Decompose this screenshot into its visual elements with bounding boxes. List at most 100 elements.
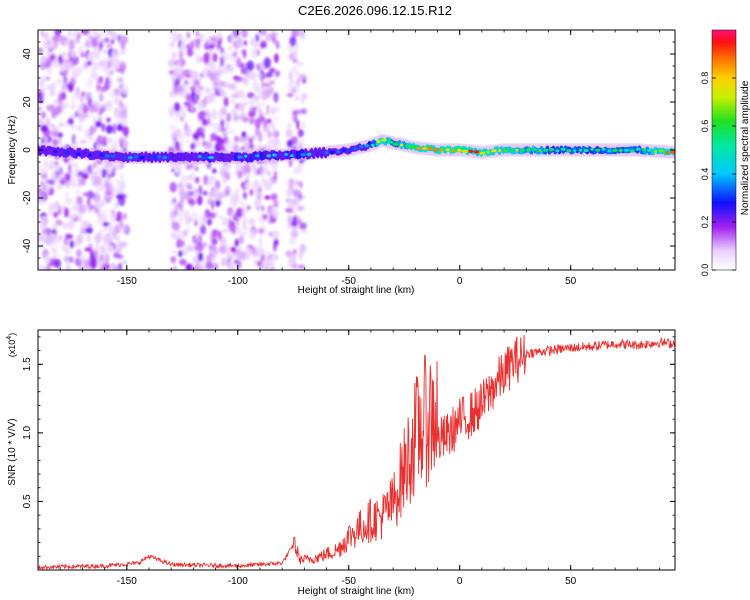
noise-speckle: [40, 56, 47, 65]
snr-x-label: Height of straight line (km): [298, 586, 415, 597]
noise-speckle: [196, 95, 200, 102]
noise-speckle: [178, 52, 184, 59]
noise-speckle: [294, 94, 299, 100]
noise-speckle: [197, 99, 203, 111]
x-tick-label: 0: [457, 276, 463, 287]
noise-speckle: [203, 241, 207, 248]
noise-speckle: [50, 123, 56, 130]
noise-speckle: [83, 111, 89, 119]
noise-speckle: [199, 224, 207, 235]
y-tick-label: -40: [22, 238, 33, 253]
noise-speckle: [97, 253, 101, 262]
colorbar: 0.0 0.2 0.4 0.6 0.8 Normalized spectral ampl…: [700, 29, 750, 276]
noise-speckle: [222, 132, 228, 138]
noise-speckle: [271, 31, 279, 38]
noise-speckle: [212, 52, 218, 63]
noise-speckle: [62, 101, 68, 109]
ridge-peak: [416, 146, 422, 150]
noise-speckle: [226, 112, 232, 122]
noise-speckle: [221, 49, 226, 57]
noise-speckle: [105, 43, 112, 49]
noise-speckle: [253, 83, 260, 93]
noise-speckle: [264, 195, 271, 200]
ridge-peak: [81, 151, 87, 155]
noise-speckle: [213, 91, 222, 97]
noise-speckle: [266, 104, 270, 115]
noise-speckle: [172, 221, 181, 231]
noise-speckle: [221, 228, 230, 233]
noise-speckle: [272, 242, 277, 252]
noise-speckle: [286, 92, 294, 98]
noise-speckle: [54, 161, 59, 166]
noise-speckle: [63, 207, 67, 218]
noise-speckle: [182, 85, 189, 96]
noise-speckle: [88, 112, 94, 119]
spectrogram-panel: -150 -100 -50 0 50 -40 -20 0 20 40 Height of str…: [7, 29, 676, 296]
noise-speckle: [291, 30, 299, 38]
noise-speckle: [99, 216, 108, 222]
noise-speckle: [82, 192, 91, 197]
noise-speckle: [50, 172, 56, 182]
noise-speckle: [41, 184, 47, 191]
noise-speckle: [191, 211, 199, 223]
ridge-peak: [451, 149, 456, 153]
noise-speckle: [260, 205, 265, 212]
spectrogram-noise: [38, 30, 308, 270]
noise-speckle: [95, 176, 103, 185]
ridge-peak: [300, 153, 307, 157]
noise-speckle: [99, 245, 103, 255]
noise-speckle: [48, 203, 55, 214]
noise-speckle: [116, 76, 120, 83]
noise-speckle: [265, 141, 271, 150]
noise-speckle: [52, 35, 59, 42]
noise-speckle: [257, 91, 266, 100]
noise-speckle: [68, 39, 75, 50]
noise-speckle: [197, 110, 206, 121]
noise-speckle: [120, 39, 126, 50]
noise-speckle: [123, 212, 127, 220]
noise-speckle: [285, 128, 293, 138]
noise-speckle: [220, 257, 227, 267]
ridge-peak: [353, 147, 358, 151]
noise-speckle: [296, 205, 305, 212]
noise-speckle: [258, 236, 263, 247]
noise-speckle: [120, 172, 124, 180]
noise-speckle: [97, 212, 101, 218]
noise-speckle: [174, 206, 178, 217]
noise-speckle: [67, 84, 74, 93]
noise-speckle: [250, 96, 258, 103]
noise-speckle: [302, 194, 306, 200]
ridge-peak: [573, 149, 577, 153]
snr-frame: [37, 329, 676, 571]
noise-speckle: [297, 139, 305, 148]
noise-speckle: [190, 101, 195, 112]
noise-speckle: [113, 252, 120, 259]
noise-speckle: [55, 165, 60, 172]
noise-speckle: [268, 67, 276, 74]
noise-speckle: [112, 232, 117, 240]
noise-speckle: [295, 70, 300, 77]
noise-speckle: [40, 124, 49, 133]
colorbar-tick-label: 0.6: [700, 120, 710, 133]
noise-speckle: [170, 212, 174, 219]
noise-speckle: [270, 194, 278, 201]
noise-speckle: [194, 166, 199, 171]
snr-line: [38, 335, 675, 570]
noise-speckle: [236, 209, 242, 218]
noise-speckle: [45, 57, 53, 69]
ridge-peak: [595, 148, 601, 152]
noise-speckle: [195, 30, 200, 37]
noise-speckle: [111, 32, 119, 41]
noise-speckle: [112, 123, 117, 135]
noise-speckle: [214, 69, 223, 75]
noise-speckle: [256, 252, 263, 258]
noise-speckle: [84, 91, 91, 101]
noise-speckle: [193, 79, 200, 88]
noise-speckle: [119, 228, 124, 236]
noise-speckle: [228, 223, 234, 232]
noise-speckle: [96, 101, 102, 109]
noise-speckle: [95, 120, 102, 128]
ridge-peak: [635, 147, 641, 151]
ridge-peak: [272, 153, 277, 157]
noise-speckle: [102, 135, 108, 147]
